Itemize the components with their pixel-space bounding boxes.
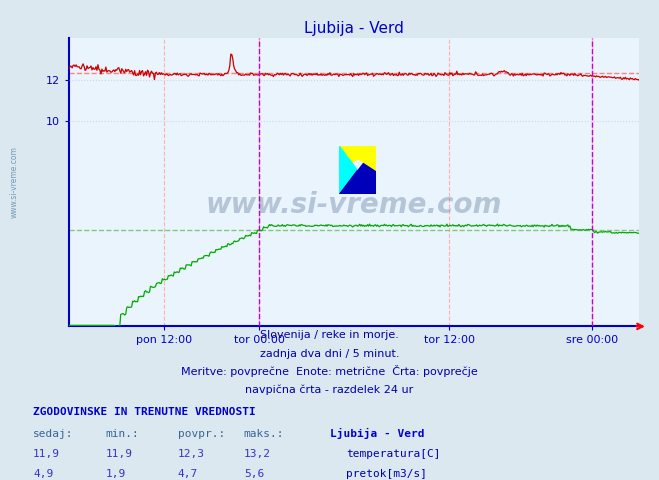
- Polygon shape: [339, 146, 376, 170]
- Text: Ljubija - Verd: Ljubija - Verd: [330, 428, 424, 439]
- Polygon shape: [339, 146, 376, 194]
- Text: 13,2: 13,2: [244, 449, 271, 459]
- Text: ZGODOVINSKE IN TRENUTNE VREDNOSTI: ZGODOVINSKE IN TRENUTNE VREDNOSTI: [33, 407, 256, 417]
- Polygon shape: [339, 170, 376, 194]
- Text: povpr.:: povpr.:: [178, 429, 225, 439]
- Text: maks.:: maks.:: [244, 429, 284, 439]
- Text: zadnja dva dni / 5 minut.: zadnja dva dni / 5 minut.: [260, 348, 399, 359]
- Text: 11,9: 11,9: [33, 449, 60, 459]
- Title: Ljubija - Verd: Ljubija - Verd: [304, 21, 404, 36]
- Text: Slovenija / reke in morje.: Slovenija / reke in morje.: [260, 330, 399, 340]
- Text: sedaj:: sedaj:: [33, 429, 73, 439]
- Text: 4,7: 4,7: [178, 469, 198, 479]
- Text: temperatura[C]: temperatura[C]: [346, 449, 440, 459]
- Text: navpična črta - razdelek 24 ur: navpična črta - razdelek 24 ur: [245, 384, 414, 395]
- Text: www.si-vreme.com: www.si-vreme.com: [10, 146, 19, 218]
- Text: www.si-vreme.com: www.si-vreme.com: [206, 192, 502, 219]
- Polygon shape: [339, 146, 376, 170]
- Text: Meritve: povprečne  Enote: metrične  Črta: povprečje: Meritve: povprečne Enote: metrične Črta:…: [181, 365, 478, 377]
- Text: 5,6: 5,6: [244, 469, 264, 479]
- Polygon shape: [339, 146, 358, 194]
- Text: 12,3: 12,3: [178, 449, 205, 459]
- Text: pretok[m3/s]: pretok[m3/s]: [346, 469, 427, 479]
- Text: 1,9: 1,9: [105, 469, 126, 479]
- Text: 4,9: 4,9: [33, 469, 53, 479]
- Text: 11,9: 11,9: [105, 449, 132, 459]
- Text: min.:: min.:: [105, 429, 139, 439]
